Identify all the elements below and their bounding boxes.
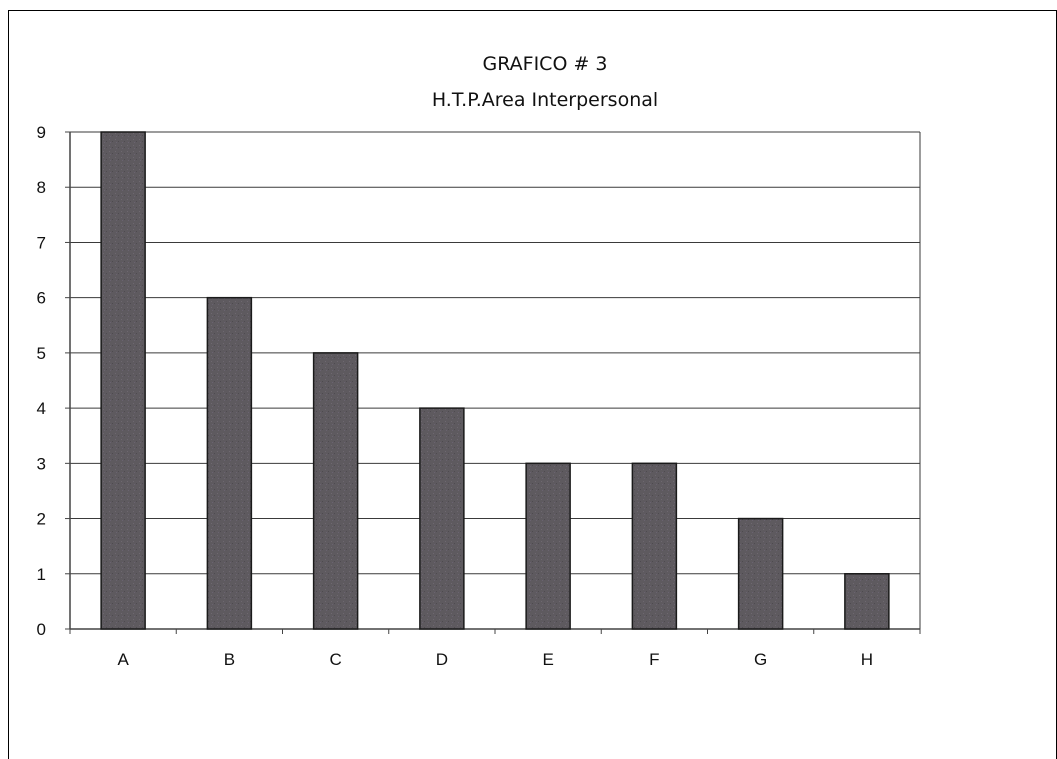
y-tick-label: 1 bbox=[37, 565, 46, 584]
y-tick-label: 7 bbox=[37, 233, 46, 252]
x-tick-label: F bbox=[649, 650, 659, 669]
y-tick-label: 8 bbox=[37, 178, 46, 197]
bar-h bbox=[844, 573, 890, 630]
y-tick-label: 2 bbox=[37, 510, 46, 529]
plot-area: 0 1 2 3 4 5 6 7 8 9 A B C D E F G H bbox=[37, 123, 921, 669]
x-tick-label: E bbox=[542, 650, 553, 669]
y-tick-label: 6 bbox=[37, 289, 46, 308]
y-tick-label: 0 bbox=[37, 620, 46, 639]
x-tick-label: A bbox=[117, 650, 129, 669]
chart-title: GRAFICO # 3 bbox=[482, 53, 608, 75]
x-tick-label: B bbox=[224, 650, 235, 669]
bar-f bbox=[631, 462, 678, 630]
bar-d bbox=[419, 407, 465, 630]
x-tick-label: C bbox=[329, 650, 341, 669]
bar-b bbox=[206, 296, 253, 630]
y-tick-label: 9 bbox=[37, 123, 46, 142]
chart-subtitle: H.T.P.Area Interpersonal bbox=[431, 89, 659, 111]
x-tick-label: H bbox=[861, 650, 873, 669]
y-tick-label: 3 bbox=[37, 454, 46, 473]
bar-a bbox=[100, 131, 146, 630]
y-tick-label: 4 bbox=[37, 399, 46, 418]
x-tick-label: G bbox=[754, 650, 767, 669]
y-tick-label: 5 bbox=[37, 344, 46, 363]
bar-e bbox=[525, 462, 571, 630]
bar-g bbox=[737, 517, 784, 630]
bar-c bbox=[312, 352, 359, 630]
x-tick-label: D bbox=[436, 650, 448, 669]
